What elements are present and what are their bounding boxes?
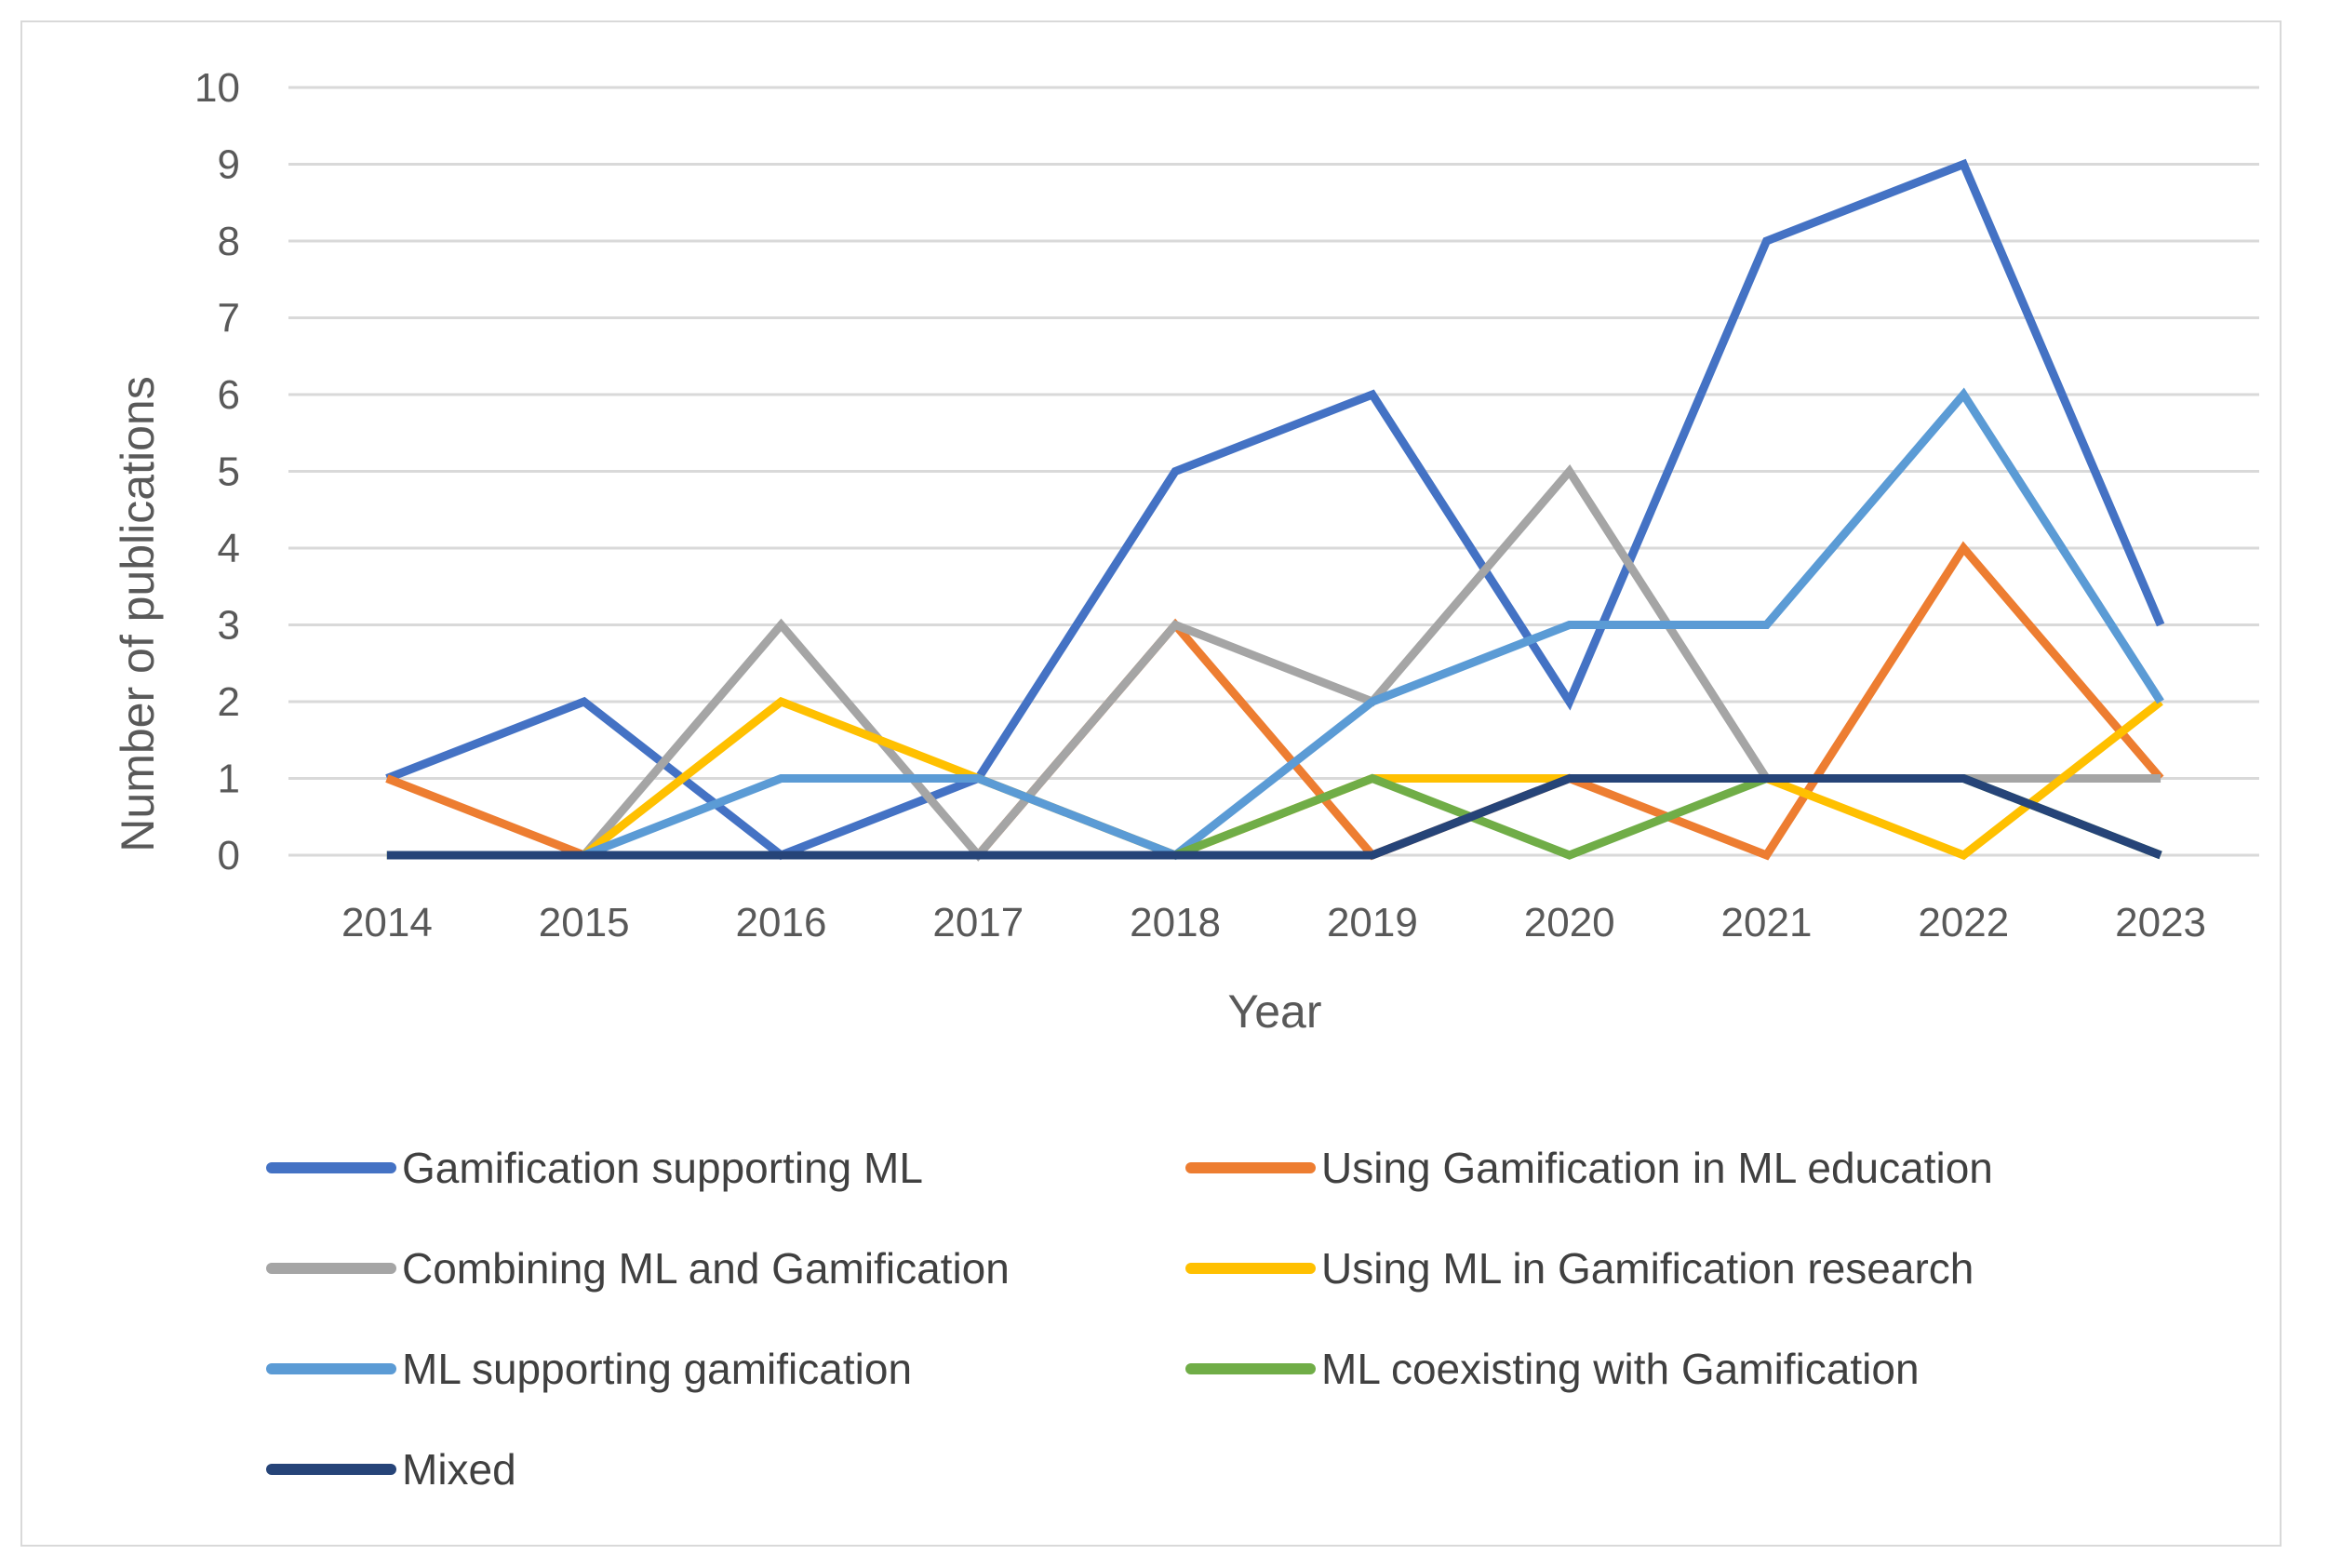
x-tick-2015: 2015 <box>539 900 630 945</box>
legend-item-4: ML supporting gamification <box>266 1345 912 1393</box>
legend-item-1: Using Gamification in ML education <box>1185 1144 1993 1192</box>
legend-item-0: Gamification supporting ML <box>266 1144 923 1192</box>
y-tick-6: 6 <box>218 372 240 418</box>
y-tick-4: 4 <box>218 526 240 571</box>
y-tick-7: 7 <box>218 296 240 342</box>
legend-label-1: Using Gamification in ML education <box>1321 1144 1993 1192</box>
series-line-4 <box>386 387 2164 861</box>
y-tick-8: 8 <box>218 219 240 264</box>
legend-label-2: Combining ML and Gamification <box>402 1244 1010 1293</box>
legend-label-4: ML supporting gamification <box>402 1345 912 1393</box>
y-tick-5: 5 <box>218 449 240 495</box>
legend-item-2: Combining ML and Gamification <box>266 1244 1010 1293</box>
y-tick-3: 3 <box>218 603 240 649</box>
x-tick-2023: 2023 <box>2115 900 2206 945</box>
series-line-5 <box>386 773 2162 860</box>
legend-label-6: Mixed <box>402 1445 516 1494</box>
y-tick-10: 10 <box>194 65 240 111</box>
legend-label-5: ML coexisting with Gamification <box>1321 1345 1920 1393</box>
y-tick-0: 0 <box>218 833 240 878</box>
x-tick-2016: 2016 <box>736 900 827 945</box>
legend: Gamification supporting ML Using Gamifica… <box>266 1144 1993 1494</box>
legend-label-0: Gamification supporting ML <box>402 1144 923 1192</box>
x-axis-title: Year <box>1227 985 1321 1038</box>
x-tick-2018: 2018 <box>1130 900 1221 945</box>
x-tick-2017: 2017 <box>932 900 1024 945</box>
legend-item-6: Mixed <box>266 1445 516 1494</box>
y-tick-2: 2 <box>218 679 240 725</box>
y-tick-labels: 0 1 2 3 4 5 6 7 8 9 10 <box>194 65 240 878</box>
legend-label-3: Using ML in Gamification research <box>1321 1244 1974 1293</box>
x-tick-2020: 2020 <box>1524 900 1615 945</box>
y-tick-1: 1 <box>218 757 240 802</box>
x-tick-labels: 2014 2015 2016 2017 2018 2019 2020 2021 2022 2023 <box>341 900 2206 945</box>
x-tick-2022: 2022 <box>1918 900 2009 945</box>
y-tick-9: 9 <box>218 142 240 188</box>
series-lines <box>385 158 2165 862</box>
x-tick-2014: 2014 <box>341 900 433 945</box>
legend-item-3: Using ML in Gamification research <box>1185 1244 1974 1293</box>
legend-item-5: ML coexisting with Gamification <box>1185 1345 1920 1393</box>
y-axis-title: Number of publications <box>112 376 164 851</box>
x-tick-2019: 2019 <box>1327 900 1418 945</box>
series-line-6 <box>386 774 2162 860</box>
series-line-0 <box>385 158 2165 861</box>
x-tick-2021: 2021 <box>1721 900 1813 945</box>
